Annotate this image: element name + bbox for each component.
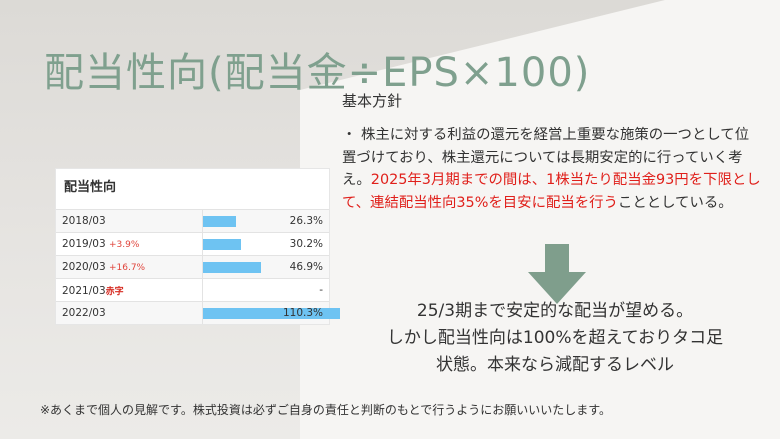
table-row: 2020/03 +16.7% 46.9% (56, 255, 329, 278)
row-year: 2021/03赤字 (62, 285, 124, 297)
row-year: 2020/03 +16.7% (62, 261, 146, 273)
row-value: 46.9% (289, 261, 323, 273)
row-year: 2018/03 (62, 215, 106, 227)
ratio-bar (203, 216, 236, 227)
conclusion-line: しかし配当性向は100%を超えておりタコ足 (386, 328, 724, 348)
payout-ratio-table: 配当性向 2018/03 26.3% 2019/03 +3.9% 30.2% 2… (55, 168, 341, 325)
table-title: 配当性向 (64, 180, 117, 195)
conclusion-line: 状態。本来なら減配するレベル (436, 355, 674, 375)
table-row: 2018/03 26.3% (56, 209, 329, 232)
table-row: 2021/03赤字 - (56, 278, 329, 301)
ratio-bar (203, 239, 241, 250)
policy-tail: こととしている。 (617, 194, 733, 211)
conclusion: 25/3期まで安定的な配当が望める。 しかし配当性向は100%を超えておりタコ足… (350, 298, 760, 379)
row-value: 110.3% (282, 307, 323, 319)
row-value: 30.2% (289, 238, 323, 250)
policy-text: ・ 株主に対する利益の還元を経営上重要な施策の一つとして位置づけており、株主還元… (342, 127, 750, 188)
table-row: 2022/03 110.3% (56, 301, 341, 324)
ratio-bar (203, 262, 262, 273)
table-row: 2019/03 +3.9% 30.2% (56, 232, 329, 255)
ratio-bar (203, 308, 341, 319)
row-year: 2019/03 +3.9% (62, 238, 140, 250)
table-rows: 2018/03 26.3% 2019/03 +3.9% 30.2% 2020/0… (56, 209, 341, 324)
conclusion-line: 25/3期まで安定的な配当が望める。 (416, 301, 694, 321)
policy-body: ・ 株主に対する利益の還元を経営上重要な施策の一つとして位置づけており、株主還元… (342, 124, 762, 214)
policy-highlight: 2025年3月期までの間は、1株当たり配当金93円を下限として、連結配当性向35… (342, 172, 761, 211)
page-title: 配当性向(配当金÷EPS×100) (44, 50, 591, 96)
row-value: - (319, 284, 323, 296)
row-value: 26.3% (289, 215, 323, 227)
row-year: 2022/03 (62, 307, 106, 319)
policy-heading: 基本方針 (342, 92, 403, 110)
down-arrow-icon (528, 244, 586, 304)
disclaimer: ※あくまで個人の見解です。株式投資は必ずご自身の責任と判断のもとで行うようにお願… (40, 403, 612, 417)
